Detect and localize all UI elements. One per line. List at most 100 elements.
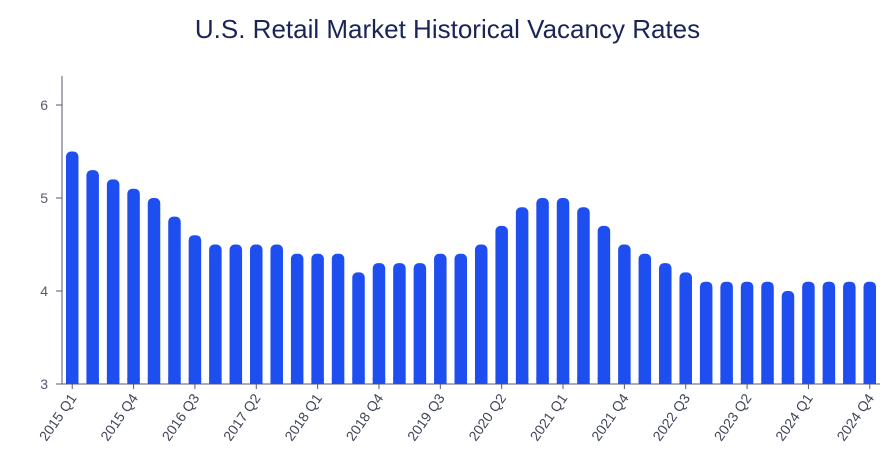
bar-base bbox=[556, 378, 570, 384]
bar-base bbox=[843, 378, 856, 384]
bar-base bbox=[168, 378, 181, 384]
bar bbox=[720, 281, 733, 384]
y-tick-label: 5 bbox=[40, 190, 48, 206]
bar bbox=[106, 179, 120, 384]
bar-base bbox=[536, 378, 549, 384]
y-tick-label: 4 bbox=[40, 283, 48, 299]
bar bbox=[372, 263, 386, 384]
bar-base bbox=[65, 378, 79, 384]
x-tick-label: 2022 Q3 bbox=[649, 390, 693, 443]
bar bbox=[413, 263, 427, 384]
bar-base bbox=[577, 378, 590, 384]
bar bbox=[638, 253, 652, 384]
bar-base bbox=[147, 378, 161, 384]
bar bbox=[740, 281, 754, 384]
bar bbox=[556, 198, 570, 384]
bar-base bbox=[822, 378, 836, 384]
bar bbox=[229, 244, 243, 384]
bar bbox=[434, 253, 447, 384]
bar-base bbox=[679, 378, 692, 384]
bar-base bbox=[699, 378, 713, 384]
bar-base bbox=[331, 378, 345, 384]
bar-base bbox=[781, 378, 795, 384]
y-tick-label: 6 bbox=[40, 97, 48, 113]
bar-base bbox=[290, 378, 304, 384]
bar-base bbox=[209, 378, 222, 384]
bar bbox=[761, 281, 774, 384]
bar bbox=[618, 244, 631, 384]
bar bbox=[843, 281, 856, 384]
bar bbox=[311, 253, 324, 384]
bar-base bbox=[127, 378, 140, 384]
bar bbox=[495, 225, 508, 384]
x-tick-label: 2015 Q1 bbox=[36, 390, 80, 443]
bar-base bbox=[454, 378, 468, 384]
bar bbox=[147, 198, 161, 384]
bar bbox=[659, 263, 672, 384]
bar-base bbox=[270, 378, 283, 384]
bar-base bbox=[740, 378, 754, 384]
bar bbox=[331, 253, 345, 384]
chart-title: U.S. Retail Market Historical Vacancy Ra… bbox=[194, 14, 701, 44]
bar-base bbox=[250, 378, 263, 384]
bar-base bbox=[638, 378, 652, 384]
bar-base bbox=[659, 378, 672, 384]
bar-base bbox=[597, 378, 611, 384]
bar-base bbox=[86, 378, 99, 384]
x-tick-label: 2021 Q4 bbox=[588, 390, 632, 443]
bar bbox=[781, 291, 795, 384]
bar bbox=[290, 253, 304, 384]
bar-base bbox=[434, 378, 447, 384]
bar bbox=[515, 207, 529, 384]
bar-base bbox=[229, 378, 243, 384]
x-tick-label: 2024 Q4 bbox=[833, 390, 877, 443]
bar-base bbox=[311, 378, 324, 384]
bar-base bbox=[802, 378, 815, 384]
bar bbox=[209, 244, 222, 384]
bar bbox=[597, 225, 611, 384]
bar bbox=[65, 151, 79, 384]
x-tick-label: 2018 Q1 bbox=[281, 390, 325, 443]
bar bbox=[699, 281, 713, 384]
bar-base bbox=[515, 378, 529, 384]
x-tick-label: 2015 Q4 bbox=[97, 390, 141, 443]
x-tick-label: 2021 Q1 bbox=[527, 390, 571, 443]
bar bbox=[577, 207, 590, 384]
x-tick-label: 2019 Q3 bbox=[404, 390, 448, 443]
bar bbox=[822, 281, 836, 384]
bar-base bbox=[618, 378, 631, 384]
bar-base bbox=[761, 378, 774, 384]
x-tick-label: 2024 Q1 bbox=[772, 390, 816, 443]
bar bbox=[393, 263, 406, 384]
bar bbox=[863, 281, 877, 384]
y-tick-label: 3 bbox=[40, 376, 48, 392]
bar-base bbox=[495, 378, 508, 384]
x-tick-label: 2017 Q2 bbox=[220, 390, 264, 443]
bar bbox=[679, 272, 692, 384]
x-tick-label: 2016 Q3 bbox=[158, 390, 202, 443]
bar bbox=[352, 272, 365, 384]
bar-base bbox=[413, 378, 427, 384]
bar bbox=[86, 170, 99, 384]
bar bbox=[188, 235, 202, 384]
x-tick-label: 2023 Q2 bbox=[711, 390, 755, 443]
bar bbox=[250, 244, 263, 384]
bar-base bbox=[106, 378, 120, 384]
bar bbox=[474, 244, 488, 384]
bar bbox=[127, 188, 140, 384]
bar-base bbox=[720, 378, 733, 384]
bar bbox=[270, 244, 283, 384]
bar bbox=[454, 253, 468, 384]
x-tick-label: 2018 Q4 bbox=[343, 390, 387, 443]
x-tick-label: 2020 Q2 bbox=[465, 390, 509, 443]
bar-base bbox=[863, 378, 877, 384]
bar bbox=[168, 216, 181, 384]
bar-base bbox=[393, 378, 406, 384]
bar-base bbox=[372, 378, 386, 384]
bar-base bbox=[474, 378, 488, 384]
bar bbox=[536, 198, 549, 384]
bar bbox=[802, 281, 815, 384]
bar-base bbox=[352, 378, 365, 384]
